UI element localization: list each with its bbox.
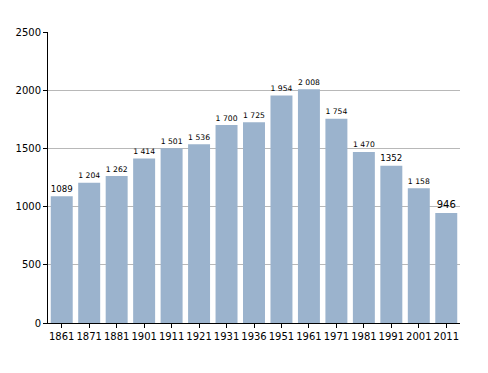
svg-text:500: 500 [22, 259, 41, 270]
svg-text:1961: 1961 [296, 331, 321, 342]
svg-text:1991: 1991 [379, 331, 404, 342]
svg-text:1951: 1951 [269, 331, 294, 342]
svg-text:1 204: 1 204 [78, 171, 100, 180]
svg-text:1 536: 1 536 [188, 133, 210, 142]
svg-text:1 158: 1 158 [408, 177, 430, 186]
svg-text:1921: 1921 [186, 331, 211, 342]
svg-text:2500: 2500 [16, 27, 41, 38]
svg-text:1861: 1861 [49, 331, 74, 342]
svg-text:1936: 1936 [241, 331, 266, 342]
svg-text:1000: 1000 [16, 201, 41, 212]
svg-text:1931: 1931 [214, 331, 239, 342]
svg-text:1500: 1500 [16, 143, 41, 154]
svg-text:1901: 1901 [131, 331, 156, 342]
svg-text:1871: 1871 [76, 331, 101, 342]
svg-text:946: 946 [437, 199, 456, 210]
svg-text:2 008: 2 008 [298, 78, 320, 87]
svg-text:0: 0 [35, 318, 41, 329]
svg-text:1 501: 1 501 [161, 137, 183, 146]
svg-text:1 262: 1 262 [106, 165, 128, 174]
svg-text:2011: 2011 [434, 331, 459, 342]
svg-text:1089: 1089 [51, 184, 73, 194]
svg-text:1352: 1352 [380, 153, 402, 163]
svg-text:1 700: 1 700 [216, 114, 238, 123]
svg-text:1 754: 1 754 [325, 107, 347, 116]
svg-text:1 954: 1 954 [271, 84, 293, 93]
svg-text:1911: 1911 [159, 331, 184, 342]
svg-text:1971: 1971 [324, 331, 349, 342]
svg-text:1 414: 1 414 [133, 147, 155, 156]
svg-text:1981: 1981 [351, 331, 376, 342]
svg-text:1 725: 1 725 [243, 111, 265, 120]
svg-text:2001: 2001 [406, 331, 431, 342]
svg-text:2000: 2000 [16, 85, 41, 96]
svg-text:1 470: 1 470 [353, 140, 375, 149]
svg-text:1881: 1881 [104, 331, 129, 342]
